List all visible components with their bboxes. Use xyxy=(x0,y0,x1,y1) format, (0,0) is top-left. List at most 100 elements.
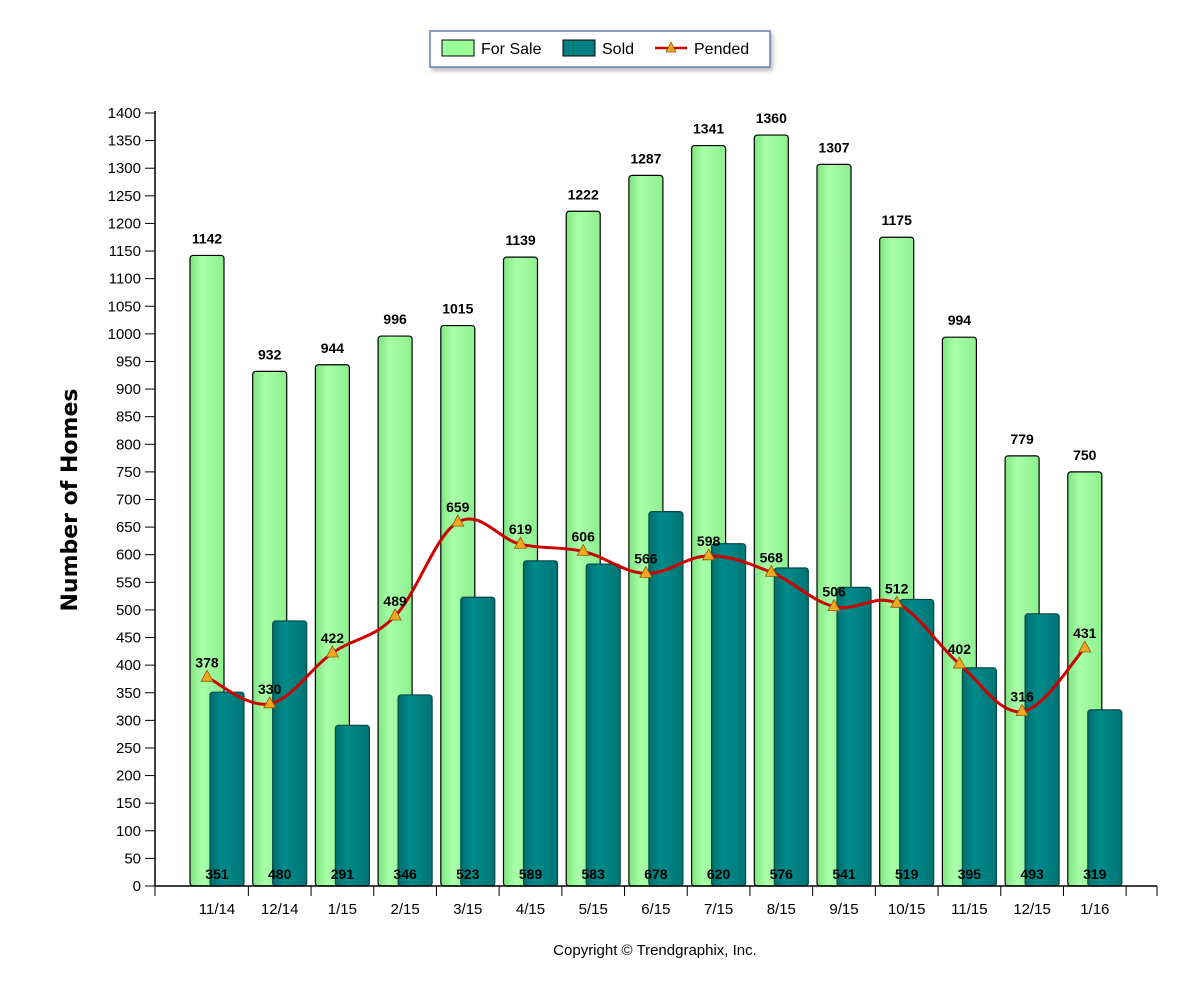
y-tick-label: 700 xyxy=(116,492,141,509)
y-tick-label: 250 xyxy=(116,740,141,757)
data-label-sold: 519 xyxy=(895,866,919,882)
data-label-pended: 330 xyxy=(258,681,282,697)
data-label-for-sale: 996 xyxy=(383,311,407,327)
pended-marker xyxy=(952,656,967,669)
legend-swatch-for-sale xyxy=(441,39,475,57)
data-label-pended: 402 xyxy=(948,641,972,657)
y-tick-label: 1050 xyxy=(108,298,141,315)
sold-bars xyxy=(209,511,1123,887)
data-label-for-sale: 1015 xyxy=(442,301,473,317)
y-tick-label: 350 xyxy=(116,685,141,702)
x-tick-label: 10/15 xyxy=(888,901,926,918)
y-axis-title: Number of Homes xyxy=(58,389,83,612)
x-tick-label: 6/15 xyxy=(641,901,670,918)
y-tick-label: 750 xyxy=(116,464,141,481)
pended-marker xyxy=(200,669,214,682)
pended-marker xyxy=(451,514,465,527)
legend-box xyxy=(429,30,771,68)
x-tick-label: 3/15 xyxy=(453,901,482,918)
data-label-for-sale: 1139 xyxy=(505,232,536,248)
y-tick-label: 0 xyxy=(133,878,141,895)
data-label-pended: 378 xyxy=(195,654,219,670)
data-label-for-sale: 1222 xyxy=(568,186,599,202)
pended-marker xyxy=(827,598,841,612)
y-tick-label: 50 xyxy=(124,850,141,867)
bar-sold xyxy=(209,691,245,887)
bar-sold xyxy=(397,694,433,887)
data-label-for-sale: 932 xyxy=(258,346,282,362)
y-tick-label: 400 xyxy=(116,657,141,674)
y-tick-label: 150 xyxy=(116,795,141,812)
data-label-for-sale: 1175 xyxy=(882,212,913,228)
y-tick-label: 550 xyxy=(116,574,141,591)
bar-sold xyxy=(648,511,684,887)
bar-sold xyxy=(961,667,998,887)
data-label-sold: 346 xyxy=(393,866,417,882)
x-tick-label: 9/15 xyxy=(829,901,858,918)
y-tick-label: 1250 xyxy=(108,188,141,205)
bar-sold xyxy=(585,563,621,887)
y-tick-label: 600 xyxy=(116,547,141,564)
data-label-sold: 583 xyxy=(582,866,606,882)
x-tick-label: 12/14 xyxy=(261,901,299,918)
data-label-pended: 422 xyxy=(321,630,345,646)
y-tick-label: 100 xyxy=(116,823,141,840)
y-tick-label: 200 xyxy=(116,768,141,785)
pended-marker xyxy=(1078,640,1092,653)
x-tick-label: 5/15 xyxy=(579,901,608,918)
bar-sold xyxy=(773,567,809,887)
x-tick-label: 8/15 xyxy=(767,901,796,918)
pended-marker xyxy=(388,608,402,621)
legend-item-pended: Pended xyxy=(655,41,749,58)
data-label-pended: 489 xyxy=(383,593,407,609)
data-label-pended: 659 xyxy=(446,499,470,515)
data-label-sold: 291 xyxy=(331,866,355,882)
data-label-for-sale: 779 xyxy=(1010,431,1034,447)
pended-marker xyxy=(576,543,590,556)
pended-marker xyxy=(890,595,904,608)
data-label-sold: 620 xyxy=(707,866,731,882)
x-tick-label: 7/15 xyxy=(704,901,733,918)
y-tick-label: 650 xyxy=(116,519,141,536)
legend-label-sold: Sold xyxy=(602,41,634,58)
pended-marker xyxy=(325,645,340,658)
y-tick-label: 500 xyxy=(116,602,141,619)
y-tick-label: 1100 xyxy=(109,271,141,288)
legend-item-for-sale: For Sale xyxy=(441,39,542,58)
x-tick-label: 11/14 xyxy=(199,901,235,918)
y-tick-label: 1150 xyxy=(109,243,141,260)
y-tick-label: 1400 xyxy=(108,105,141,122)
data-label-pended: 619 xyxy=(509,521,533,537)
data-label-pended: 606 xyxy=(572,528,596,544)
legend-label-pended: Pended xyxy=(694,41,749,58)
data-label-sold: 678 xyxy=(644,866,668,882)
bar-sold xyxy=(460,596,496,887)
x-tick-label: 11/15 xyxy=(951,901,987,918)
pended-marker xyxy=(1015,703,1029,716)
pended-marker xyxy=(639,565,653,578)
y-tick-label: 900 xyxy=(116,381,141,398)
data-label-for-sale: 1360 xyxy=(756,110,787,126)
x-axis: 11/14 12/14 1/15 2/15 3/15 4/15 5/15 6/15 7/15 8/… xyxy=(154,885,1158,918)
bar-sold xyxy=(522,560,559,887)
pended-marker xyxy=(701,547,716,561)
bar-sold xyxy=(272,620,308,887)
legend-swatch-sold xyxy=(562,39,596,57)
x-tick-label: 1/16 xyxy=(1080,901,1109,918)
data-labels: 1142 932 944 996 1015 1139 1222 1287 1341 1360 130… xyxy=(192,110,1107,882)
y-tick-label: 850 xyxy=(116,409,141,426)
data-label-pended: 431 xyxy=(1073,625,1097,641)
bar-sold xyxy=(334,724,370,887)
data-label-for-sale: 944 xyxy=(321,340,345,356)
copyright-footer: Copyright © Trendgraphix, Inc. xyxy=(553,942,757,959)
data-label-pended: 512 xyxy=(885,580,909,596)
legend: For Sale Sold Pended xyxy=(429,30,771,68)
y-tick-label: 300 xyxy=(116,712,141,729)
data-label-for-sale: 1287 xyxy=(630,150,661,166)
data-label-sold: 541 xyxy=(832,866,856,882)
bar-sold xyxy=(710,543,747,887)
legend-item-sold: Sold xyxy=(562,39,634,58)
data-label-pended: 506 xyxy=(822,584,846,600)
data-label-sold: 523 xyxy=(456,866,480,882)
data-label-for-sale: 1341 xyxy=(693,121,724,137)
